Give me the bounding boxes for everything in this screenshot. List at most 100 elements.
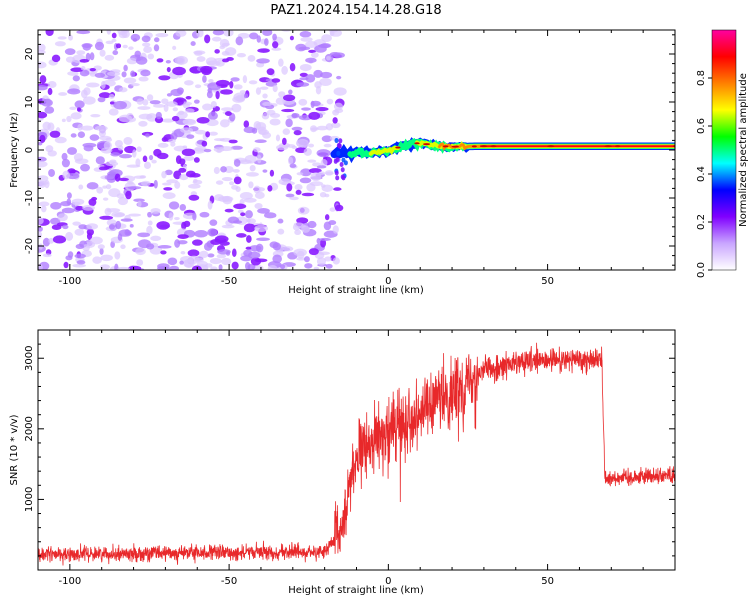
noise-blob (183, 220, 191, 228)
noise-blob (245, 210, 253, 219)
noise-blob (209, 258, 222, 265)
noise-blob (109, 101, 115, 105)
noise-blob (291, 145, 298, 149)
noise-blob (324, 193, 330, 198)
noise-blob (296, 257, 306, 261)
noise-blob (161, 170, 167, 179)
noise-blob (316, 149, 331, 158)
noise-blob (310, 100, 321, 107)
snr-y-label: SNR (10 * v/v) (9, 414, 20, 485)
noise-blob (105, 184, 112, 190)
noise-blob (182, 119, 197, 126)
noise-blob (329, 207, 336, 212)
colorbar-tick-label: 0.6 (696, 118, 707, 134)
noise-blob (182, 103, 190, 109)
onset-blob (335, 157, 340, 163)
noise-blob (108, 108, 119, 116)
noise-blob (178, 110, 185, 115)
noise-blob (140, 180, 151, 187)
noise-blob (164, 169, 173, 176)
colorbar-gradient (711, 29, 737, 271)
noise-blob (226, 57, 234, 61)
noise-blob (211, 36, 222, 42)
noise-blob (236, 53, 247, 58)
noise-blob (293, 222, 304, 227)
spectrogram-x-tick-label: 50 (541, 276, 554, 287)
signal-core-dot (451, 145, 459, 148)
snr-x-label: Height of straight line (km) (288, 585, 424, 596)
noise-blob (221, 224, 235, 229)
noise-blob (194, 84, 202, 89)
noise-blob (336, 75, 342, 80)
noise-blob (61, 207, 75, 214)
noise-blob (304, 256, 310, 263)
noise-blob (38, 230, 43, 240)
noise-blob (207, 228, 218, 237)
noise-blob (76, 50, 86, 56)
noise-blob (148, 154, 154, 161)
noise-blob (247, 263, 256, 270)
noise-blob (332, 257, 340, 265)
noise-blob (110, 152, 121, 157)
noise-blob (45, 30, 54, 37)
figure-title: PAZ1.2024.154.14.28.G18 (270, 3, 441, 18)
noise-blob (44, 106, 55, 114)
onset-blob (337, 143, 342, 149)
noise-blob (176, 99, 184, 105)
noise-blob (171, 115, 180, 122)
noise-blob (108, 94, 115, 100)
noise-blob (115, 43, 122, 49)
noise-blob (143, 161, 151, 170)
noise-blob (324, 170, 334, 176)
noise-blob (117, 197, 129, 206)
noise-blob (271, 47, 282, 51)
noise-blob (38, 61, 47, 69)
noise-blob (262, 93, 268, 99)
noise-blob (67, 88, 81, 95)
noise-blob (258, 129, 270, 136)
noise-blob (257, 154, 262, 164)
noise-blob (118, 31, 128, 39)
noise-blob (255, 87, 262, 95)
spectrogram-y-label: Frequency (Hz) (9, 112, 20, 188)
noise-blob (315, 107, 329, 112)
onset-blob (343, 160, 348, 166)
noise-blob (161, 118, 175, 123)
noise-blob (147, 53, 155, 60)
noise-blob (297, 206, 310, 215)
noise-blob (72, 75, 80, 82)
noise-blob (272, 33, 277, 41)
noise-blob (116, 193, 125, 199)
signal-core-dot (672, 145, 675, 148)
noise-blob (50, 201, 62, 210)
noise-blob (305, 74, 316, 83)
noise-blob (80, 125, 94, 131)
noise-blob (142, 155, 148, 163)
noise-blob (289, 163, 297, 168)
noise-blob (281, 108, 295, 113)
noise-blob (192, 239, 203, 246)
noise-blob (200, 65, 213, 74)
noise-blob (285, 193, 295, 198)
noise-blob (261, 112, 270, 120)
noise-blob (305, 57, 317, 63)
noise-blob (305, 40, 318, 48)
noise-blob (314, 44, 327, 53)
noise-blob (133, 198, 145, 203)
noise-blob (280, 264, 286, 270)
signal-core-dot (604, 145, 613, 148)
noise-blob (308, 168, 322, 174)
snr-y-axis: 1000 2000 3000 (24, 329, 675, 571)
spectrogram-x-tick-label: -100 (58, 276, 81, 287)
noise-blob (277, 218, 284, 224)
noise-blob (217, 249, 231, 255)
noise-blob (196, 116, 210, 124)
noise-blob (83, 87, 91, 96)
noise-blob (39, 75, 47, 84)
noise-blob (126, 57, 138, 65)
noise-blob (255, 243, 264, 253)
noise-blob (174, 216, 180, 221)
noise-blob (173, 170, 182, 180)
noise-blob (207, 111, 218, 120)
noise-blob (172, 45, 177, 50)
